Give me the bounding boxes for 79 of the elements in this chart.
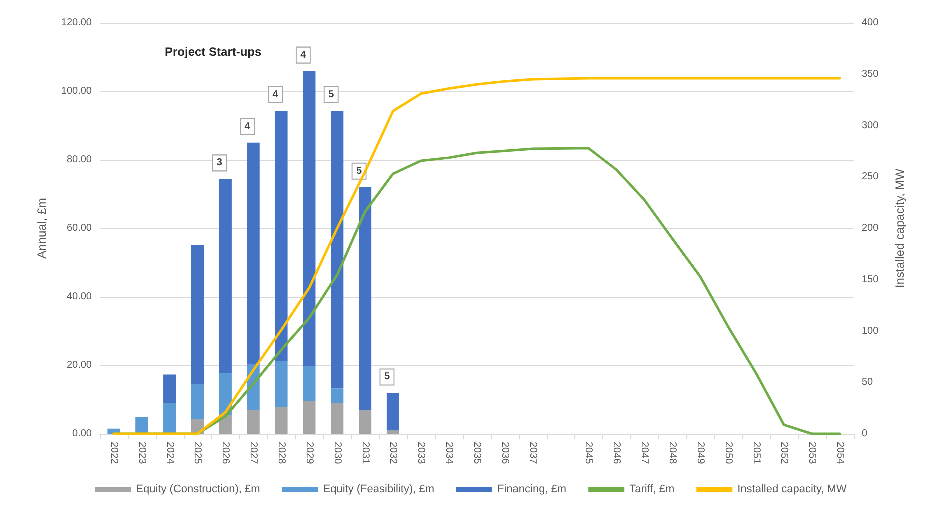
y2-tick-label: 0 bbox=[862, 428, 868, 440]
legend-label: Equity (Feasibility), £m bbox=[323, 484, 435, 496]
x-tick-label: 2032 bbox=[388, 442, 399, 465]
y2-tick-label: 150 bbox=[862, 274, 880, 286]
bar bbox=[136, 417, 148, 434]
bar bbox=[386, 393, 400, 431]
x-tick-label: 2047 bbox=[639, 442, 650, 465]
legend-label: Installed capacity, MW bbox=[738, 484, 848, 496]
bar bbox=[303, 71, 316, 367]
x-tick-label: 2033 bbox=[416, 442, 427, 465]
x-tick-label: 2050 bbox=[722, 442, 734, 465]
y-tick-label: 60.00 bbox=[66, 223, 92, 234]
y-tick-label: 100.00 bbox=[61, 86, 92, 97]
bar bbox=[275, 361, 288, 408]
x-tick-label: 2036 bbox=[499, 442, 510, 465]
annotation: 5 bbox=[356, 166, 363, 177]
bar bbox=[219, 179, 232, 374]
legend-label: Financing, £m bbox=[498, 484, 567, 496]
y2-tick-label: 100 bbox=[862, 326, 880, 337]
x-tick-label: 2045 bbox=[583, 442, 594, 465]
bar bbox=[331, 403, 344, 434]
bar bbox=[303, 401, 316, 434]
x-tick-label: 2046 bbox=[611, 442, 622, 465]
annotation: 5 bbox=[384, 372, 390, 383]
x-tick-label: 2031 bbox=[360, 442, 371, 465]
x-tick-label: 2023 bbox=[136, 442, 148, 465]
annotation: 4 bbox=[300, 50, 307, 61]
x-tick-label: 2027 bbox=[248, 442, 260, 465]
bar bbox=[191, 245, 204, 384]
line-series bbox=[112, 77, 842, 436]
x-tick-label: 2028 bbox=[276, 442, 288, 465]
x-tick-label: 2052 bbox=[778, 442, 790, 465]
bar bbox=[275, 111, 288, 362]
bar bbox=[247, 142, 260, 365]
y2-tick-label: 400 bbox=[862, 18, 880, 28]
x-tick-label: 2051 bbox=[750, 442, 762, 465]
x-tick-label: 2035 bbox=[472, 442, 482, 465]
annotation: Project Start-ups bbox=[165, 45, 262, 59]
bar bbox=[247, 410, 260, 434]
legend-label: Equity (Construction), £m bbox=[136, 484, 260, 496]
x-tick-label: 2029 bbox=[304, 442, 315, 465]
annotation: 4 bbox=[244, 121, 251, 132]
y-tick-label: 0.00 bbox=[72, 428, 92, 440]
annotation: 5 bbox=[328, 90, 335, 101]
y-tick-label: 40.00 bbox=[66, 292, 92, 302]
x-tick-label: 2025 bbox=[192, 442, 204, 465]
y2-tick-label: 300 bbox=[862, 120, 880, 132]
legend-label: Tariff, £m bbox=[630, 484, 675, 496]
bar bbox=[386, 430, 400, 434]
x-tick-label: 2026 bbox=[220, 442, 232, 465]
bar bbox=[164, 403, 176, 434]
y2-tick-label: 200 bbox=[862, 223, 880, 234]
bar bbox=[164, 374, 176, 404]
bar bbox=[331, 388, 344, 404]
x-tick-label: 2030 bbox=[332, 442, 343, 465]
y2-tick-label: 50 bbox=[862, 377, 874, 388]
x-tick-label: 2053 bbox=[806, 442, 818, 465]
x-tick-label: 2037 bbox=[527, 442, 538, 465]
y2-tick-label: 250 bbox=[862, 172, 880, 183]
x-tick-label: 2048 bbox=[666, 442, 678, 465]
annotation: 4 bbox=[272, 90, 279, 101]
x-tick-label: 2049 bbox=[694, 442, 706, 465]
bar bbox=[359, 187, 372, 410]
y-tick-label: 80.00 bbox=[66, 154, 92, 166]
bar bbox=[191, 384, 204, 420]
y-tick-label: 120.00 bbox=[61, 18, 92, 28]
bar bbox=[303, 366, 316, 402]
bar bbox=[331, 111, 344, 389]
x-tick-label: 2024 bbox=[164, 442, 176, 465]
x-tick-label: 2022 bbox=[108, 442, 120, 465]
bar bbox=[359, 410, 372, 434]
y2-tick-label: 350 bbox=[862, 68, 880, 80]
x-tick-label: 2054 bbox=[834, 442, 846, 465]
annotation: 3 bbox=[216, 158, 223, 169]
y-axis-title: Annual, £m bbox=[35, 198, 49, 259]
x-tick-label: 2034 bbox=[444, 442, 455, 465]
y2-axis-title: Installed capacity, MW bbox=[893, 168, 907, 288]
y-tick-label: 20.00 bbox=[66, 360, 92, 371]
bar bbox=[275, 407, 288, 434]
